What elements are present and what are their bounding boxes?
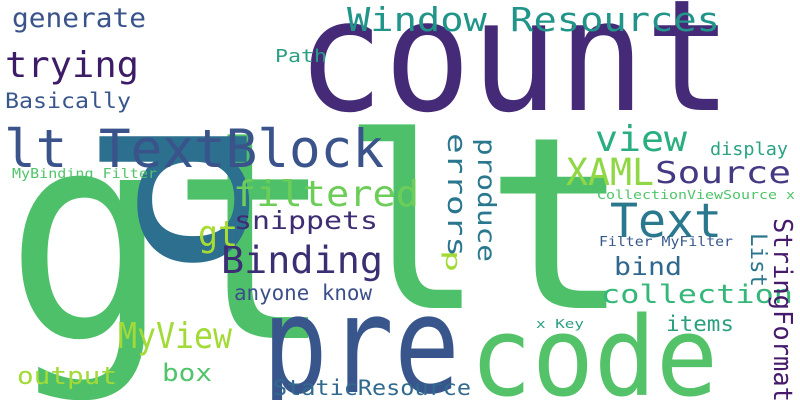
word-lt-1: lt	[340, 85, 630, 365]
word-output-26: output	[17, 362, 117, 390]
word-gt-0: gt	[5, 70, 335, 400]
word-myview-16: MyView	[118, 316, 232, 357]
word-items-28: items	[666, 312, 734, 336]
word-mybinding-filter-34: MyBinding Filter	[12, 167, 157, 182]
word-source-14: Source	[655, 156, 791, 191]
word-text-8: Text	[610, 194, 722, 249]
word-list-25: List	[745, 233, 770, 287]
word-basically-23: Basically	[5, 89, 131, 113]
word-view-15: view	[595, 119, 687, 160]
word-bind-24: bind	[614, 252, 682, 281]
word-filter-myfilter-36: Filter MyFilter	[599, 235, 733, 250]
word-stringformat-18: StringFormat	[767, 218, 797, 400]
word-collection-17: collection	[601, 280, 793, 310]
word-filtered-10: filtered	[233, 174, 419, 215]
word-window-resources-7: Window Resources	[347, 0, 720, 39]
word-gt-20: gt	[198, 214, 238, 255]
word-path-32: Path	[275, 46, 327, 67]
word-trying-11: trying	[5, 45, 139, 86]
word-errors-21: errors	[441, 133, 471, 257]
word-lt-textblock-6: lt TextBlock	[4, 119, 384, 180]
word-anyone-know-30: anyone know	[234, 281, 372, 305]
word-snippets-19: snippets	[234, 206, 378, 235]
word-x-key-37: x Key	[536, 317, 584, 331]
word-collectionviewsource-x-35: CollectionViewSource x	[597, 188, 795, 202]
word-pre-4: pre	[262, 267, 460, 400]
word-code-5: code	[470, 293, 718, 400]
word-binding-9: Binding	[221, 239, 383, 282]
word-p-3: p	[94, 110, 321, 280]
word-box-27: box	[162, 359, 212, 387]
word-generate-12: generate	[12, 3, 146, 34]
word-xaml-13: XAML	[566, 151, 654, 194]
word-display-31: display	[710, 139, 788, 160]
word-p-33: p	[441, 250, 465, 272]
word-staticresource-29: StaticResource	[273, 376, 471, 400]
word-produce-22: produce	[472, 138, 501, 262]
word-count-2: count	[297, 0, 732, 147]
